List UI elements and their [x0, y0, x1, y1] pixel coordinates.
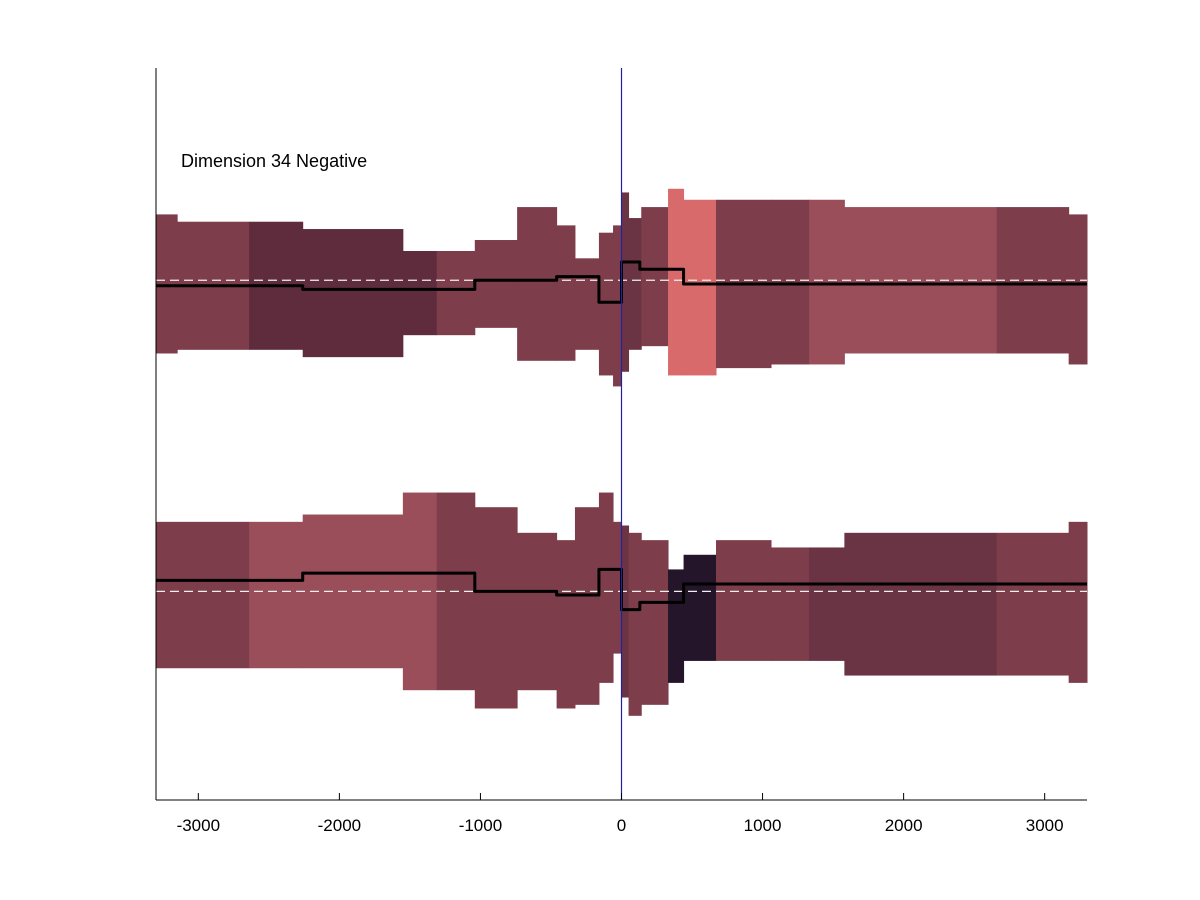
band-track2-11: [613, 521, 622, 654]
band-track1-14: [628, 218, 642, 350]
band-track1-23: [1068, 214, 1088, 365]
band-track1-16: [668, 188, 685, 376]
band-track2-9: [574, 507, 600, 705]
band-track2-19: [809, 547, 845, 661]
band-track1-12: [613, 225, 622, 387]
mean-layer: [156, 260, 1087, 612]
annotation-label: Dimension 34 Negative: [181, 151, 367, 171]
band-track1-9: [556, 225, 576, 361]
band-track1-4: [302, 229, 404, 358]
band-track2-12: [621, 525, 630, 698]
x-tick-label: -1000: [459, 816, 502, 835]
band-track1-8: [517, 207, 558, 361]
x-tick-label: -2000: [318, 816, 361, 835]
axes: -3000 -2000 -1000 0 1000 2000 3000: [155, 68, 1087, 835]
band-track1-1: [156, 214, 178, 354]
band-track1-15: [641, 207, 669, 347]
band-track1-19: [771, 199, 810, 365]
band-track2-16: [683, 554, 717, 661]
band-track1-17: [683, 199, 717, 376]
band-track2-6: [474, 507, 518, 709]
x-tick-label: -3000: [177, 816, 220, 835]
band-track2-1: [156, 521, 250, 669]
band-track2-13: [628, 532, 642, 716]
band-track2-10: [598, 492, 614, 683]
band-track2-8: [556, 540, 576, 709]
band-track1-11: [598, 232, 614, 376]
band-track2-17: [716, 540, 772, 661]
band-track1-13: [621, 192, 630, 372]
band-track2-22: [1068, 521, 1088, 683]
x-tick-label: 3000: [1026, 816, 1064, 835]
band-track2-7: [517, 532, 558, 691]
band-track2-20: [844, 532, 998, 676]
band-track2-2: [249, 521, 304, 669]
band-track2-18: [771, 547, 810, 661]
x-tick-label: 2000: [885, 816, 923, 835]
band-track2-14: [641, 540, 669, 705]
band-track1-10: [574, 258, 600, 350]
mean-line-track2: [156, 567, 1087, 612]
x-tick-label: 1000: [744, 816, 782, 835]
band-track1-7: [474, 240, 518, 328]
band-track1-6: [436, 251, 476, 336]
band-track2-21: [996, 532, 1070, 676]
x-tick-label: 0: [617, 816, 626, 835]
band-track2-15: [668, 569, 685, 683]
band-track1-5: [402, 251, 438, 336]
mean-line-track1: [156, 260, 1087, 304]
band-track1-20: [809, 199, 845, 365]
